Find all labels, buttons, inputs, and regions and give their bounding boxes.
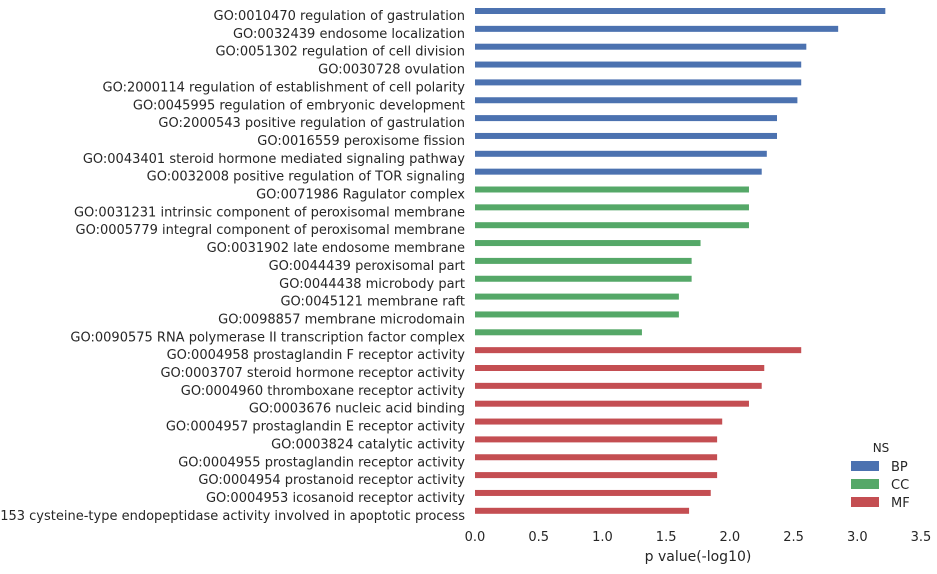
x-tick-label: 0.0	[465, 530, 486, 545]
x-tick-label: 1.5	[656, 530, 677, 545]
bar-cc	[475, 240, 701, 247]
category-label: GO:0004955 prostaglandin receptor activi…	[178, 455, 465, 470]
x-tick-label: 3.5	[911, 530, 932, 545]
bar-mf	[475, 489, 711, 496]
category-label: GO:0010470 regulation of gastrulation	[214, 9, 465, 24]
category-label: GO:0044439 peroxisomal part	[269, 259, 465, 274]
x-axis-ticks: 0.0 0.5 1.0 1.5 2.0 2.5 3.0 3.5	[465, 530, 932, 545]
category-label: GO:0003676 nucleic acid binding	[249, 402, 465, 417]
legend-title: NS	[873, 441, 890, 455]
bar-bp	[475, 168, 762, 175]
category-label: GO:0005779 integral component of peroxis…	[76, 223, 465, 238]
category-label: GO:0030728 ovulation	[318, 63, 465, 78]
category-labels: GO:0010470 regulation of gastrulation GO:…	[0, 9, 465, 524]
bar-mf	[475, 454, 718, 461]
category-label: GO:0031231 intrinsic component of peroxi…	[74, 205, 465, 220]
legend-swatch-cc	[851, 479, 879, 489]
x-axis-label: p value(-log10)	[645, 549, 752, 565]
bar-mf	[475, 400, 749, 407]
category-label: GO:0031902 late endosome membrane	[207, 241, 465, 256]
x-tick-label: 2.5	[783, 530, 804, 545]
bar-cc	[475, 275, 692, 282]
category-label: GO:0044438 microbody part	[279, 277, 465, 292]
bar-mf	[475, 347, 802, 354]
category-label: GO:0071986 Ragulator complex	[256, 188, 465, 203]
legend: NS BP CC MF	[851, 441, 910, 511]
bar-bp	[475, 61, 802, 68]
legend-label-mf: MF	[891, 496, 910, 511]
bar-cc	[475, 257, 692, 264]
bar-cc	[475, 204, 749, 211]
category-label: GO:0051302 regulation of cell division	[215, 45, 465, 60]
category-label: GO:0043401 steroid hormone mediated sign…	[83, 152, 465, 167]
category-label: GO:0003824 catalytic activity	[271, 437, 465, 452]
bar-bp	[475, 115, 778, 122]
category-label: GO:0004957 prostaglandin E receptor acti…	[166, 420, 465, 435]
category-label: GO:0004954 prostanoid receptor activity	[198, 473, 465, 488]
bar-bp	[475, 8, 886, 14]
bar-bp	[475, 79, 802, 86]
category-label: GO:2000114 regulation of establishment o…	[103, 80, 466, 95]
bar-mf	[475, 472, 718, 479]
bar-cc	[475, 222, 749, 229]
legend-label-bp: BP	[891, 460, 908, 475]
legend-swatch-mf	[851, 497, 879, 507]
category-label: GO:0098857 membrane microdomain	[218, 312, 465, 327]
bar-bp	[475, 25, 839, 32]
bar-cc	[475, 186, 749, 193]
bar-cc	[475, 329, 642, 336]
x-tick-label: 2.0	[720, 530, 741, 545]
x-tick-label: 1.0	[592, 530, 613, 545]
legend-swatch-bp	[851, 461, 879, 471]
category-label: GO:0090575 RNA polymerase II transcripti…	[70, 330, 465, 345]
bars-layer	[475, 8, 886, 514]
legend-label-cc: CC	[891, 478, 909, 493]
category-label: GO:0045121 membrane raft	[280, 295, 465, 310]
category-label: GO:0032439 endosome localization	[233, 27, 465, 42]
category-label: GO:0032008 positive regulation of TOR si…	[147, 170, 465, 185]
category-label: GO:0003707 steroid hormone receptor acti…	[160, 366, 465, 381]
bar-mf	[475, 382, 762, 389]
bar-bp	[475, 150, 767, 157]
bar-bp	[475, 43, 807, 50]
bar-bp	[475, 97, 798, 104]
bar-mf	[475, 507, 690, 514]
category-label: GO:0016559 peroxisome fission	[257, 134, 465, 149]
category-label: GO:0004958 prostaglandin F receptor acti…	[167, 348, 466, 363]
category-label: GO:0004960 thromboxane receptor activity	[181, 384, 466, 399]
bar-mf	[475, 418, 723, 425]
category-label: GO:2000543 positive regulation of gastru…	[158, 116, 465, 131]
bar-bp	[475, 132, 778, 139]
bar-mf	[475, 436, 718, 443]
bar-mf	[475, 365, 765, 371]
category-label: GO:0097153 cysteine-type endopeptidase a…	[0, 509, 465, 524]
x-tick-label: 3.0	[847, 530, 868, 545]
bar-cc	[475, 311, 679, 318]
category-label: GO:0004953 icosanoid receptor activity	[206, 491, 465, 506]
category-label: GO:0045995 regulation of embryonic devel…	[133, 98, 465, 113]
x-tick-label: 0.5	[528, 530, 549, 545]
bar-cc	[475, 293, 679, 300]
